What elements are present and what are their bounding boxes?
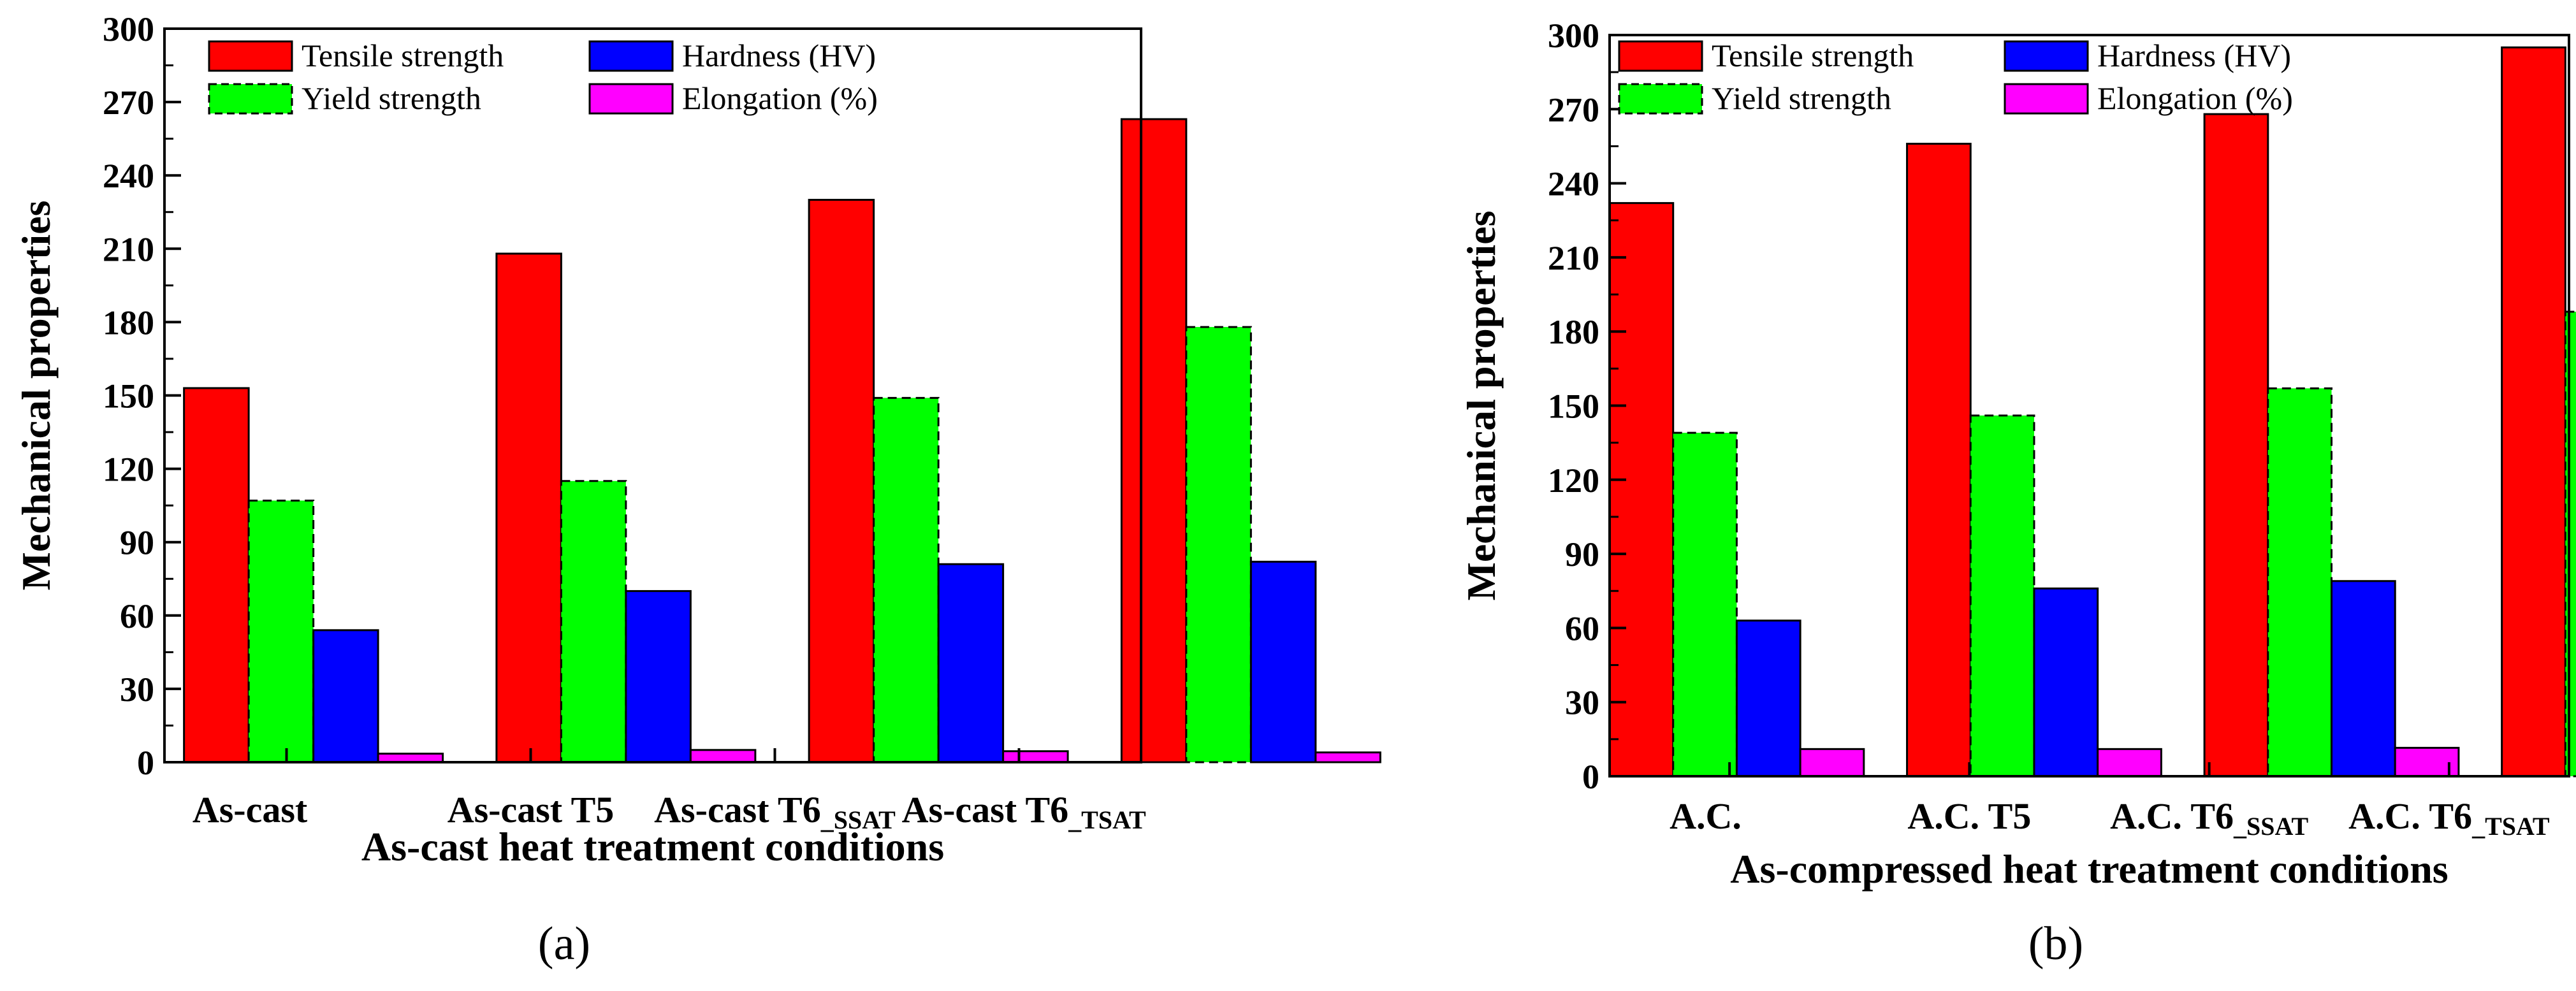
legend-swatch [208,40,293,72]
bar-yield-strength-3 [1185,326,1252,763]
x-tick-label: As-cast T6_TSAT [902,789,1146,834]
bar-tensile-strength-2 [2203,113,2269,778]
x-tick-label-main: A.C. T6 [2110,795,2234,837]
chart-panel-b: 0 30 60 90 120 150 180 210 240 270 300 A.C. A.C. T5 A… [1459,17,2576,970]
y-tick-label: 300 [1548,17,1599,55]
legend-swatch [2004,40,2089,72]
y-tick-label: 270 [103,83,154,122]
legend-label: Hardness (HV) [682,38,876,73]
x-tick-label-main: As-cast T6 [902,789,1069,830]
bar-hardness-hv--2 [2331,580,2396,778]
y-tick-label: 60 [120,597,154,635]
x-tick-label-subscript: _SSAT [820,806,896,834]
y-tick-label: 210 [1548,239,1599,277]
y-tick-label: 120 [1548,461,1599,500]
y-tick-label: 270 [1548,90,1599,129]
x-tick-label: As-cast T6_SSAT [654,789,896,834]
x-tick-label-subscript: _SSAT [2233,812,2308,841]
x-tick-label-main: As-cast T5 [448,789,615,830]
x-tick-label-main: A.C. T5 [1907,795,2031,837]
legend-label: Yield strength [302,80,481,116]
bar-hardness-hv--3 [1249,560,1317,763]
legend-swatch [208,83,293,115]
bar-yield-strength-2 [2267,387,2333,778]
x-tick-label-main: A.C. [1670,795,1742,837]
bar-yield-strength-0 [247,499,315,763]
y-tick-label: 90 [1565,535,1599,574]
bar-elongation--1 [689,749,757,763]
y-tick-label: 90 [120,524,154,562]
y-tick-label: 0 [137,744,154,782]
legend-label: Yield strength [1712,80,1891,116]
x-tick-label: A.C. T6_SSAT [2110,795,2308,841]
bar-yield-strength-1 [560,480,627,763]
x-tick-label: A.C. T5 [1907,795,2031,837]
legend-label: Elongation (%) [682,80,878,116]
legend-label: Tensile strength [302,38,504,73]
y-tick-label: 30 [120,670,154,709]
x-tick-label-main: As-cast [193,789,308,830]
bar-elongation--2 [1002,750,1069,763]
y-tick-label: 300 [103,10,154,48]
bar-tensile-strength-0 [1608,202,1675,778]
x-tick-label: A.C. T6_TSAT [2348,795,2550,841]
y-tick-label: 240 [103,157,154,195]
panel-caption: (b) [2028,918,2083,970]
x-tick-label-main: As-cast T6 [654,789,821,830]
bar-hardness-hv--0 [312,629,379,763]
bar-tensile-strength-0 [183,387,250,763]
panel-caption: (a) [538,918,590,970]
legend-swatch [1618,40,1703,72]
x-tick-label: As-cast T5 [448,789,615,830]
legend-swatch [1618,83,1703,115]
y-tick-label: 150 [103,377,154,416]
legend-swatch [588,83,674,115]
x-axis-title: As-cast heat treatment conditions [361,824,944,869]
y-tick-label: 180 [1548,313,1599,351]
y-tick-label: 120 [103,451,154,489]
bar-elongation--0 [377,753,444,763]
bar-tensile-strength-3 [2501,46,2566,778]
chart-panel-a: 0 30 60 90 120 150 180 210 240 270 300 As-cast As-ca… [13,10,1381,970]
x-tick-label: As-cast [193,789,308,830]
y-tick-label: 60 [1565,609,1599,647]
bar-hardness-hv--0 [1735,619,1801,778]
bar-yield-strength-3 [2564,310,2576,778]
bar-hardness-hv--1 [2033,587,2099,778]
bar-elongation--1 [2097,748,2162,778]
bar-yield-strength-1 [1969,414,2035,778]
bar-elongation--2 [2394,746,2460,778]
legend-label: Hardness (HV) [2097,38,2291,73]
y-tick-label: 150 [1548,387,1599,426]
bar-yield-strength-0 [1672,431,1738,778]
y-tick-label: 180 [103,303,154,342]
bar-elongation--3 [1314,751,1381,763]
y-tick-label: 240 [1548,165,1599,203]
bar-tensile-strength-1 [1906,143,1972,778]
y-tick-label: 30 [1565,684,1599,722]
bar-tensile-strength-2 [808,199,875,763]
bar-yield-strength-2 [873,396,940,763]
bar-hardness-hv--1 [625,590,692,763]
y-axis-title: Mechanical properties [1459,210,1504,600]
x-tick-label: A.C. [1670,795,1742,837]
legend-label: Elongation (%) [2097,80,2293,116]
legend-swatch [588,40,674,72]
bar-elongation--0 [1799,748,1865,778]
legend-label: Tensile strength [1712,38,1914,73]
x-tick-label-subscript: _TSAT [2471,812,2550,841]
bar-tensile-strength-1 [495,252,562,763]
y-axis-title: Mechanical properties [13,200,59,590]
bar-tensile-strength-3 [1120,118,1188,763]
bar-hardness-hv--2 [937,563,1005,763]
legend-swatch [2004,83,2089,115]
y-tick-label: 210 [103,230,154,268]
y-tick-label: 0 [1582,758,1599,796]
x-axis-title: As-compressed heat treatment conditions [1730,846,2448,892]
x-tick-label-subscript: _TSAT [1068,806,1146,834]
x-tick-label-main: A.C. T6 [2348,795,2472,837]
